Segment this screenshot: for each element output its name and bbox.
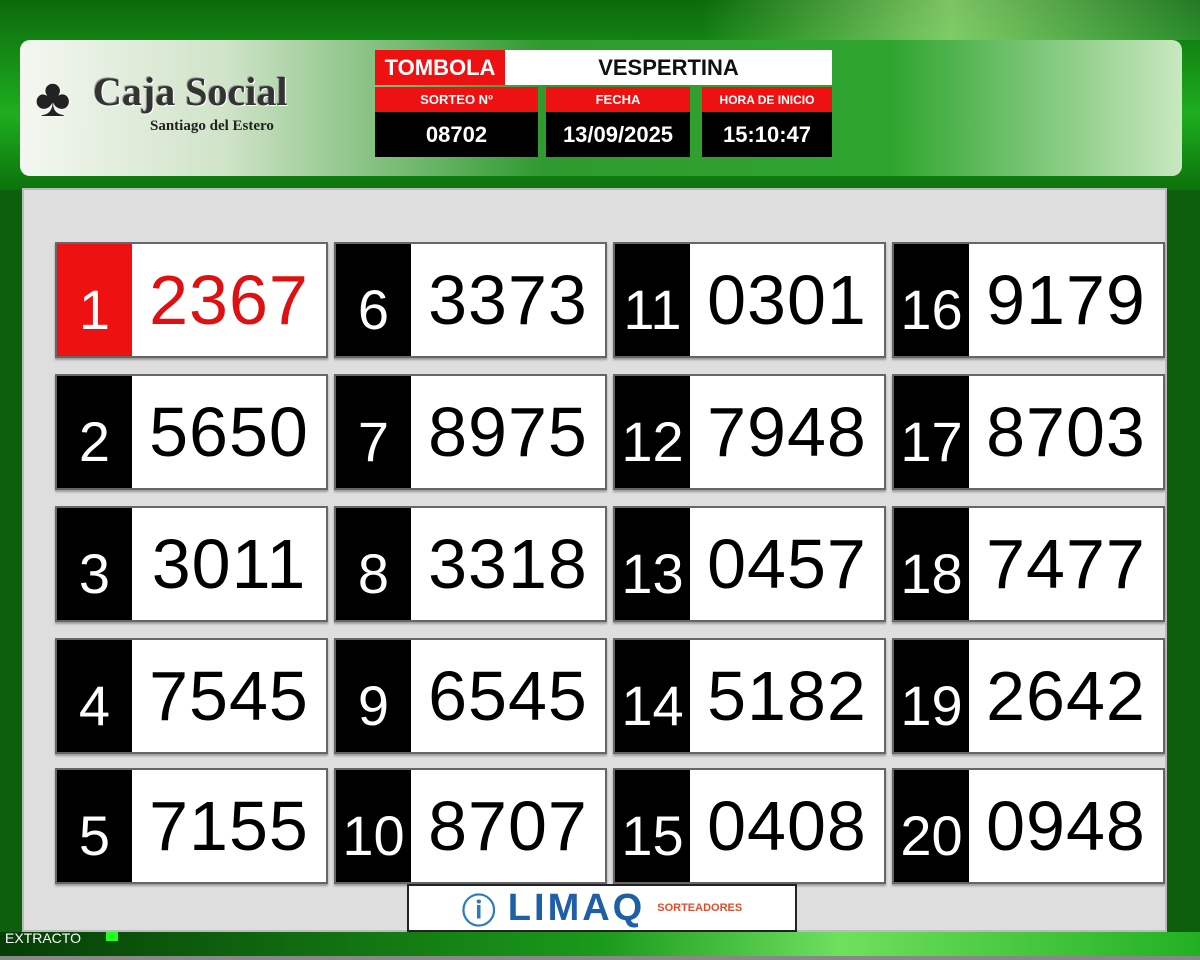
result-number: 0948 xyxy=(969,770,1163,882)
result-item: 6 3373 xyxy=(334,242,607,358)
status-led-icon xyxy=(106,932,118,941)
hora-value: 15:10:47 xyxy=(702,112,832,157)
result-item: 14 5182 xyxy=(613,638,886,754)
result-number: 9179 xyxy=(969,244,1163,356)
result-position: 5 xyxy=(57,770,132,882)
sorteo-label: SORTEO Nº xyxy=(375,87,538,112)
result-position: 18 xyxy=(894,508,969,620)
sponsor-banner: ⓘ LIMAQ SORTEADORES xyxy=(407,884,797,932)
result-position: 19 xyxy=(894,640,969,752)
result-item: 20 0948 xyxy=(892,768,1165,884)
header: ♣ Caja Social Santiago del Estero TOMBOL… xyxy=(0,0,1200,190)
result-number: 7545 xyxy=(132,640,326,752)
result-item: 11 0301 xyxy=(613,242,886,358)
session-label: VESPERTINA xyxy=(505,50,832,85)
result-item: 15 0408 xyxy=(613,768,886,884)
result-position: 13 xyxy=(615,508,690,620)
limaq-logo-icon: ⓘ xyxy=(461,892,496,931)
logo: ♣ Caja Social Santiago del Estero xyxy=(35,62,295,147)
sponsor-brand: LIMAQ xyxy=(507,886,646,929)
result-item: 3 3011 xyxy=(55,506,328,622)
result-item: 7 8975 xyxy=(334,374,607,490)
result-item: 8 3318 xyxy=(334,506,607,622)
header-shine xyxy=(700,0,1200,40)
result-number: 0457 xyxy=(690,508,884,620)
result-position: 1 xyxy=(57,244,132,356)
result-position: 7 xyxy=(336,376,411,488)
result-item: 16 9179 xyxy=(892,242,1165,358)
logo-subtitle: Santiago del Estero xyxy=(150,118,274,134)
clover-icon: ♣ xyxy=(35,68,71,128)
sponsor-sub: SORTEADORES xyxy=(657,902,743,914)
result-number: 0408 xyxy=(690,770,884,882)
result-item: 13 0457 xyxy=(613,506,886,622)
fecha-label: FECHA xyxy=(546,87,690,112)
result-number: 0301 xyxy=(690,244,884,356)
game-label: TOMBOLA xyxy=(375,50,505,85)
result-item: 19 2642 xyxy=(892,638,1165,754)
result-position: 10 xyxy=(336,770,411,882)
fecha-value: 13/09/2025 xyxy=(546,112,690,157)
result-number: 5182 xyxy=(690,640,884,752)
result-number: 3373 xyxy=(411,244,605,356)
result-number: 8707 xyxy=(411,770,605,882)
logo-name: Caja Social xyxy=(93,69,288,114)
result-number: 7155 xyxy=(132,770,326,882)
result-item: 10 8707 xyxy=(334,768,607,884)
result-item: 2 5650 xyxy=(55,374,328,490)
footer-label: EXTRACTO xyxy=(5,930,81,946)
result-position: 14 xyxy=(615,640,690,752)
result-number: 2367 xyxy=(132,244,326,356)
result-number: 6545 xyxy=(411,640,605,752)
result-number: 7948 xyxy=(690,376,884,488)
result-position: 20 xyxy=(894,770,969,882)
result-position: 3 xyxy=(57,508,132,620)
result-position: 17 xyxy=(894,376,969,488)
footer-bar: EXTRACTO xyxy=(0,930,1200,956)
result-number: 7477 xyxy=(969,508,1163,620)
result-item: 4 7545 xyxy=(55,638,328,754)
result-position: 16 xyxy=(894,244,969,356)
result-position: 4 xyxy=(57,640,132,752)
result-position: 9 xyxy=(336,640,411,752)
result-position: 11 xyxy=(615,244,690,356)
result-item: 9 6545 xyxy=(334,638,607,754)
result-number: 3011 xyxy=(132,508,326,620)
result-position: 2 xyxy=(57,376,132,488)
result-number: 8975 xyxy=(411,376,605,488)
hora-label: HORA DE INICIO xyxy=(702,87,832,112)
result-position: 8 xyxy=(336,508,411,620)
result-position: 15 xyxy=(615,770,690,882)
result-number: 5650 xyxy=(132,376,326,488)
result-number: 3318 xyxy=(411,508,605,620)
result-item: 18 7477 xyxy=(892,506,1165,622)
result-number: 2642 xyxy=(969,640,1163,752)
result-position: 6 xyxy=(336,244,411,356)
bottom-border xyxy=(0,956,1200,960)
result-item: 5 7155 xyxy=(55,768,328,884)
sorteo-value: 08702 xyxy=(375,112,538,157)
result-item: 17 8703 xyxy=(892,374,1165,490)
result-item: 1 2367 xyxy=(55,242,328,358)
result-number: 8703 xyxy=(969,376,1163,488)
result-position: 12 xyxy=(615,376,690,488)
result-item: 12 7948 xyxy=(613,374,886,490)
